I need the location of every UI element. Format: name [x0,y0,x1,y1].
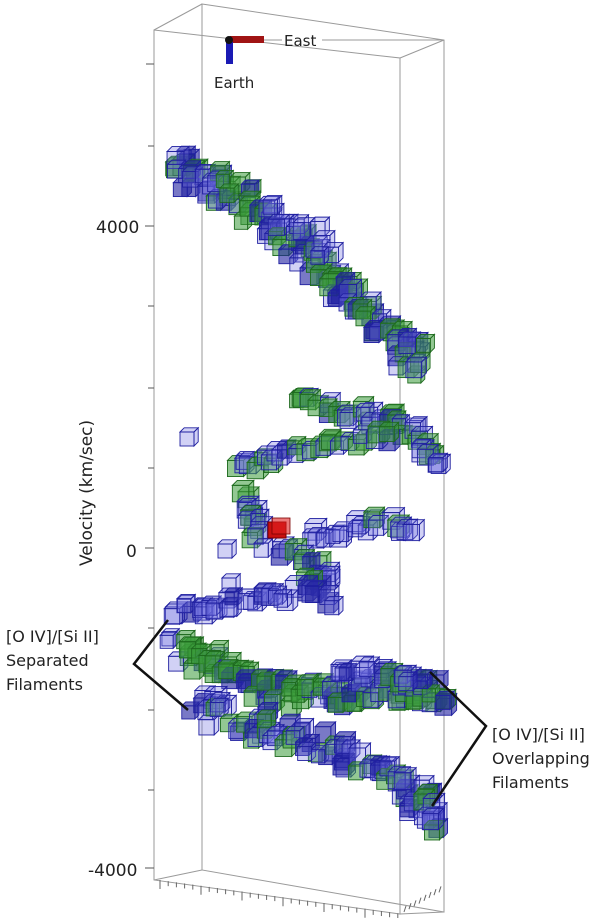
separated-bracket [132,619,189,711]
overlapping-bracket [429,671,488,807]
east-arrow [230,36,264,43]
earth-label: Earth [214,74,254,92]
center-marker [267,517,291,539]
overlapping-line-2: Overlapping [492,749,590,768]
orientation-indicator: East Earth [214,32,444,92]
y-axis-label: Velocity (km/sec) [77,420,97,566]
overlapping-line-1: [O IV]/[Si II] [492,725,585,744]
annotation-overlapping: [O IV]/[Si II] Overlapping Filaments [429,671,590,807]
bottom-axis-ticks [159,880,442,918]
east-label: East [284,32,316,50]
tick-label-4000: 4000 [96,218,139,238]
separated-line-3: Filaments [6,675,83,694]
separated-line-2: Separated [6,651,89,670]
separated-line-1: [O IV]/[Si II] [6,627,99,646]
tick-label-0: 0 [126,542,137,562]
earth-arrow [226,42,233,64]
tick-label-neg4000: -4000 [88,861,137,881]
origin-dot [225,36,233,44]
bounding-box-frame [153,3,445,915]
annotation-separated: [O IV]/[Si II] Separated Filaments [6,619,189,711]
overlapping-line-3: Filaments [492,773,569,792]
y-axis-ticks [145,63,154,869]
filament-cubes [159,145,458,842]
